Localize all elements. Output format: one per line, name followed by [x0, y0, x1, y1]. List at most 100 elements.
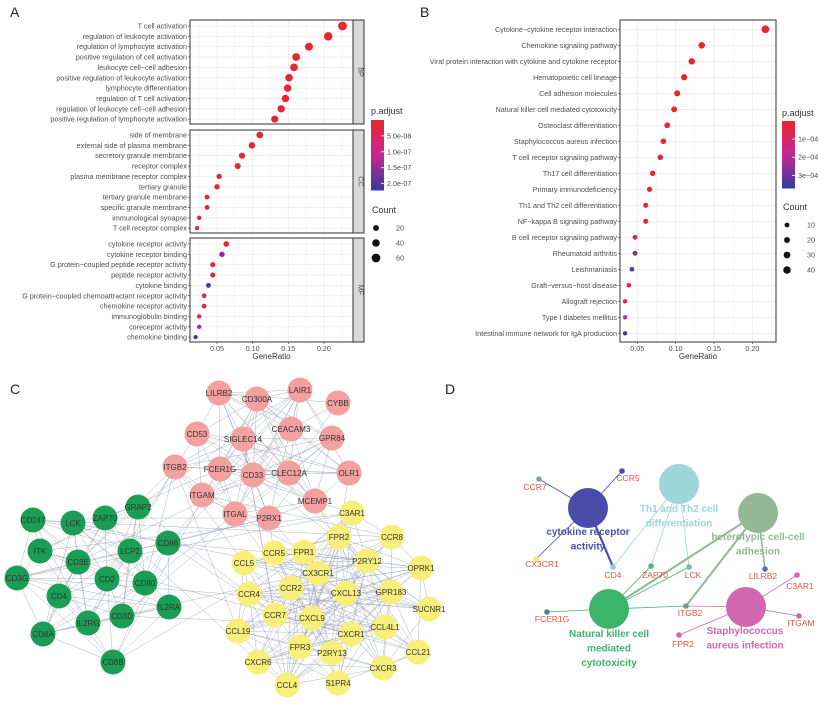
size-legend-dot	[784, 222, 790, 228]
network-edge	[317, 536, 393, 574]
colorbar-segment	[782, 185, 795, 189]
data-point	[256, 131, 264, 139]
color-legend-title: p.adjust	[782, 108, 814, 118]
network-node-mcemp1: MCEMP1	[298, 488, 333, 514]
term-label: Intestinal immune network for IgA produc…	[475, 329, 617, 338]
node-circle	[156, 594, 182, 620]
term-label: Allograft rejection	[561, 297, 617, 306]
network-edge	[338, 536, 422, 569]
panel-letter-a: A	[10, 4, 20, 20]
term-label: B cell receptor signaling pathway	[512, 233, 617, 242]
network-edge	[39, 512, 353, 552]
node-circle	[319, 640, 345, 666]
network-edge	[299, 560, 368, 648]
data-point	[680, 74, 688, 81]
term-label: Cell adhesion molecules	[539, 89, 617, 98]
network-edge	[242, 438, 350, 474]
network-edge	[311, 617, 419, 653]
network-node-itk: ITK	[27, 538, 53, 564]
term-label: regulation of leukocyte cell−cell adhesi…	[56, 104, 187, 113]
x-tick-label: 0.20	[745, 344, 759, 353]
term-gene-edge	[608, 512, 759, 610]
term-label: chemokine binding	[127, 333, 187, 342]
colorbar-segment	[371, 159, 384, 163]
gene-node-zap70	[648, 563, 654, 569]
term-label: Graft−versus−host disease	[531, 281, 617, 290]
node-circle	[372, 614, 398, 640]
data-point	[196, 314, 202, 319]
data-point	[194, 226, 200, 231]
network-edge	[137, 389, 301, 508]
node-circle	[416, 596, 442, 622]
gene-label: CCR5	[616, 473, 639, 483]
node-circle	[354, 548, 380, 574]
network-node-cd86: CD86	[155, 530, 181, 556]
network-edge	[32, 519, 108, 580]
data-point	[248, 142, 256, 149]
network-edge	[338, 536, 384, 669]
colorbar-segment	[371, 152, 384, 156]
colorbar-segment	[782, 123, 795, 126]
data-point	[646, 186, 653, 192]
node-circle	[117, 538, 143, 564]
data-point	[206, 282, 211, 288]
network-edge	[299, 591, 392, 648]
colorbar-segment	[782, 174, 795, 178]
node-label: GRAP2	[124, 503, 152, 512]
gene-label: ITGAM	[788, 618, 815, 628]
colorbar-segment	[782, 163, 795, 167]
data-point	[238, 152, 246, 159]
gene-node-lilrb2	[762, 566, 768, 572]
term-label: T cell receptor complex	[113, 224, 188, 233]
colorbar-tick-label: 2e−04	[798, 153, 818, 162]
term-label: Type I diabetes mellitus	[542, 313, 618, 322]
network-node-lair1: LAIR1	[287, 377, 313, 403]
node-label: CD8A	[32, 630, 54, 639]
data-point	[216, 173, 222, 180]
node-circle	[240, 462, 266, 488]
colorbar-segment	[782, 165, 795, 169]
node-label: CXCL13	[331, 589, 362, 598]
node-label: CD3G	[6, 574, 28, 583]
network-node-fcer1g: FCER1G	[204, 456, 236, 482]
network-node-cd3e: CD3E	[65, 549, 91, 575]
term-label: Staphylococcus aureus infection	[514, 137, 617, 146]
network-node-c3ar1: C3AR1	[339, 500, 365, 526]
node-label: CXCR6	[244, 658, 272, 667]
x-axis-title: GeneRatio	[252, 352, 291, 361]
colorbar-segment	[782, 181, 795, 185]
data-point	[622, 315, 628, 320]
node-circle	[287, 377, 313, 403]
data-point	[626, 283, 632, 288]
gene-node-fpr2	[676, 632, 682, 638]
term-label: G protein−coupled chemoattractant recept…	[22, 291, 187, 300]
size-legend-dot	[783, 266, 791, 274]
term-label: mediated	[587, 644, 631, 655]
node-circle	[100, 649, 126, 675]
data-point	[622, 331, 628, 336]
colorbar-segment	[371, 178, 384, 182]
colorbar-segment	[371, 129, 384, 133]
network-edge	[252, 389, 301, 476]
colorbar-tick-label: 3e−04	[798, 171, 818, 180]
term-label: cytokine binding	[135, 281, 187, 290]
data-point	[688, 58, 695, 65]
colorbar-segment	[782, 183, 795, 187]
network-node-ccr4: CCR4	[236, 581, 262, 607]
gene-label: LILRB2	[749, 571, 778, 581]
network-node-lilrb2: LILRB2	[206, 380, 233, 406]
colorbar-tick-label: 1.0e-07	[387, 147, 411, 156]
network-node-p2ry13: P2RY13	[317, 640, 347, 666]
colorbar-segment	[371, 162, 384, 165]
term-label: Natural killer cell	[569, 629, 649, 640]
network-node-cd4: CD4	[46, 583, 72, 609]
panel-letter-d: D	[445, 381, 455, 397]
term-label: Th1 and Th2 cell differentiation	[519, 201, 617, 210]
node-circle	[379, 524, 405, 550]
network-edge	[257, 591, 392, 663]
network-edge	[42, 606, 170, 635]
node-circle	[4, 565, 30, 591]
data-point	[292, 53, 301, 61]
colorbar-segment	[782, 172, 795, 176]
node-label: LCK	[65, 519, 81, 528]
